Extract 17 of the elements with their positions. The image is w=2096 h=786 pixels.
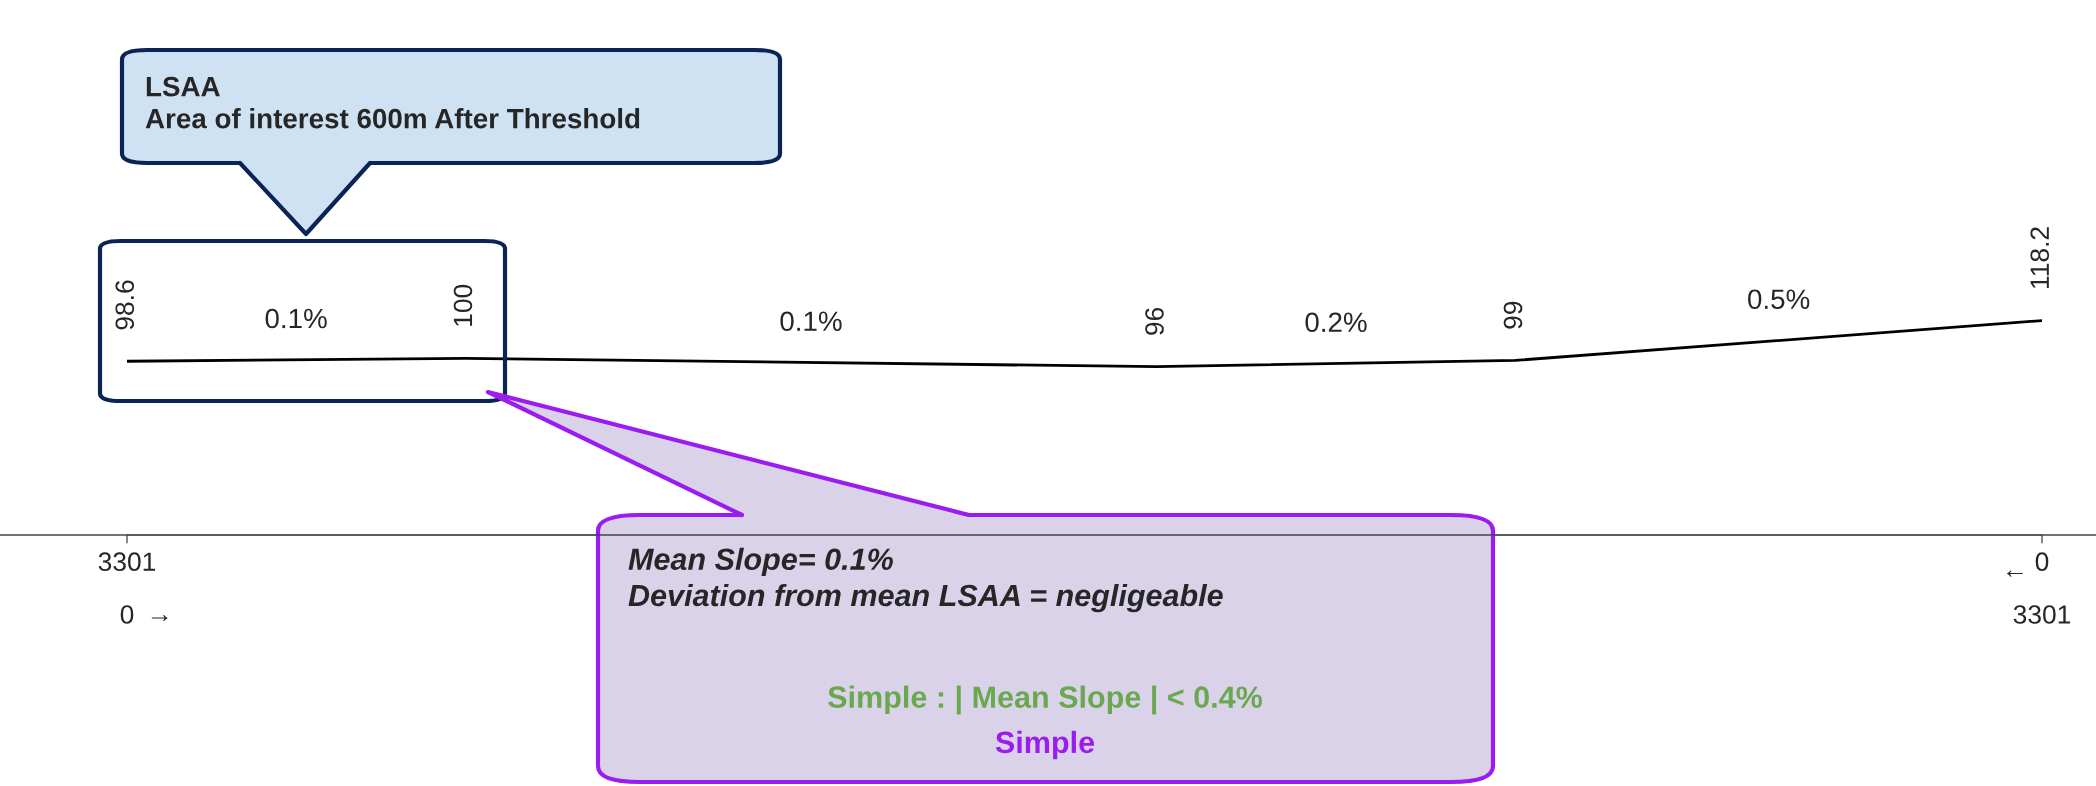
text: → [151, 614, 168, 622]
x2-tick-label: 3301 [98, 552, 156, 572]
text: 0.5% [1748, 289, 1810, 310]
data-label: 96 [1145, 307, 1164, 335]
x2-tick-label: 0 [2035, 552, 2049, 572]
data-label: 100 [453, 284, 473, 326]
annotation: 0.1% [265, 308, 327, 329]
text: Simple : | Mean Slope | < 0.4% [828, 685, 1263, 715]
text: Mean Slope= 0.1% Deviation from mean LSAA = negligeable [628, 547, 1223, 613]
data-label: 118.2 [2030, 227, 2050, 288]
text: Simple [995, 730, 1095, 760]
text: ← [2007, 570, 2023, 577]
text: LSAA Area of interest 600m After Threshold [145, 76, 640, 129]
data-label: 99 [1503, 301, 1523, 329]
annotation: 0.1% [780, 311, 842, 332]
annotation: 0.2% [1305, 312, 1367, 333]
data-label: 98.6 [115, 280, 135, 330]
